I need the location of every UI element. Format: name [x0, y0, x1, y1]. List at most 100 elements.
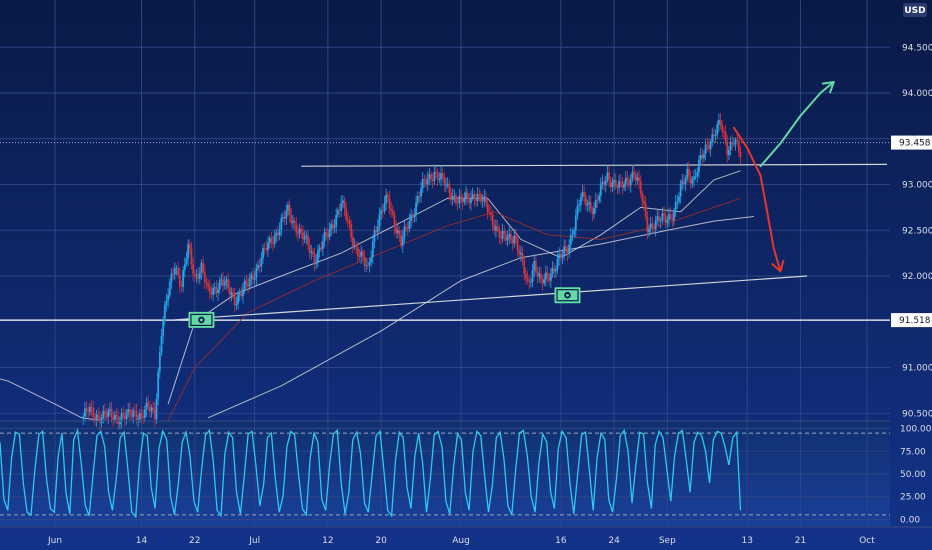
candle-body	[127, 409, 130, 413]
osc-tick-label: 50.00	[900, 470, 926, 480]
candle-body	[321, 241, 324, 250]
candle-body	[125, 412, 128, 419]
candle-body	[356, 247, 359, 257]
candle-body	[601, 181, 604, 185]
candle-body	[613, 179, 615, 183]
candle-body	[453, 195, 456, 197]
currency-label: USD	[904, 6, 925, 16]
candle-body	[520, 252, 522, 255]
horizontal-level-tag[interactable]	[891, 313, 932, 328]
time-tick-label: Oct	[859, 536, 875, 546]
candle-body	[355, 244, 358, 248]
candle-body	[183, 264, 186, 271]
currency-badge[interactable]: USD	[903, 3, 927, 17]
candle-body	[222, 279, 224, 286]
candle-body	[190, 249, 193, 265]
candle-body	[466, 192, 469, 198]
candle-body	[371, 241, 374, 258]
candle-body	[596, 199, 599, 201]
candle-body	[493, 224, 496, 231]
candle-body	[578, 205, 581, 207]
candle-body	[277, 232, 279, 236]
candle-body	[282, 217, 284, 219]
bearish-projection-arrow[interactable]	[732, 126, 782, 273]
candle-body	[646, 216, 649, 233]
candle-body	[333, 226, 336, 229]
banknote-icon[interactable]	[188, 311, 215, 328]
candle-body	[302, 232, 304, 240]
time-tick-label: 20	[375, 536, 387, 546]
candle-body	[696, 172, 699, 177]
candle-body	[405, 226, 407, 228]
candle-body	[398, 230, 401, 236]
candle-body	[732, 143, 735, 145]
candle-body	[644, 203, 647, 217]
candle-body	[406, 227, 409, 230]
candle-body	[450, 192, 452, 200]
candle-body	[516, 238, 519, 251]
time-tick-label: 16	[555, 536, 567, 546]
candle-body	[235, 303, 238, 306]
candle-body	[133, 410, 136, 412]
candle-body	[140, 413, 143, 417]
candle-body	[323, 232, 326, 242]
candle-body	[386, 194, 389, 198]
candle-body	[366, 265, 369, 266]
candle-body	[501, 231, 504, 239]
candle-body	[446, 183, 449, 185]
candle-body	[122, 413, 125, 416]
price-axis[interactable]: 94.500 94.000 93.000 92.500 92.000 91.000 90.5…	[891, 43, 932, 525]
candle-body	[428, 174, 431, 179]
osc-tick-label: 100.00	[900, 425, 932, 435]
candle-body	[455, 195, 457, 203]
candle-body	[440, 173, 442, 180]
candle-body	[681, 180, 684, 185]
candle-body	[365, 265, 368, 266]
candle-body	[460, 196, 462, 198]
candle-body	[360, 251, 363, 257]
candle-body	[638, 177, 640, 182]
trendline[interactable]	[174, 275, 808, 321]
candle-body	[641, 193, 644, 202]
candle-body	[252, 274, 254, 280]
candle-body	[708, 144, 710, 150]
candle-body	[698, 159, 700, 173]
candle-body	[152, 407, 155, 410]
candle-body	[228, 287, 231, 295]
candle-body	[624, 177, 627, 185]
candle-body	[656, 216, 659, 221]
candle-body	[683, 180, 685, 185]
candle-body	[603, 181, 605, 186]
candle-body	[598, 195, 601, 201]
candle-body	[523, 260, 526, 274]
candle-body	[188, 243, 191, 250]
candle-body	[724, 131, 727, 142]
candle-body	[87, 410, 90, 412]
candle-body	[273, 235, 276, 244]
time-axis[interactable]: Jun 14 22 Jul 12 20 Aug 16 24 Sep 13 21 Oct	[47, 536, 875, 546]
candle-body	[723, 131, 725, 133]
candle-body	[303, 237, 306, 240]
candle-body	[606, 172, 609, 181]
candle-body	[243, 280, 246, 289]
candle-body	[431, 179, 434, 181]
candle-body	[716, 124, 719, 135]
last-price-tag[interactable]	[891, 135, 932, 150]
candle-body	[548, 276, 551, 281]
candle-body	[368, 262, 371, 266]
candle-body	[343, 200, 346, 209]
time-tick-label: 14	[136, 536, 148, 546]
candle-body	[599, 184, 602, 196]
bullish-projection-arrow[interactable]	[759, 81, 835, 168]
banknote-icon[interactable]	[554, 287, 581, 304]
candle-body	[346, 219, 349, 221]
candle-body	[341, 200, 344, 203]
candle-body	[361, 251, 364, 257]
trendline[interactable]	[301, 163, 888, 167]
candle-body	[160, 336, 163, 353]
candle-body	[375, 230, 378, 233]
candle-body	[328, 229, 331, 238]
candle-body	[135, 410, 138, 420]
candle-body	[629, 178, 632, 186]
candle-body	[272, 243, 274, 245]
